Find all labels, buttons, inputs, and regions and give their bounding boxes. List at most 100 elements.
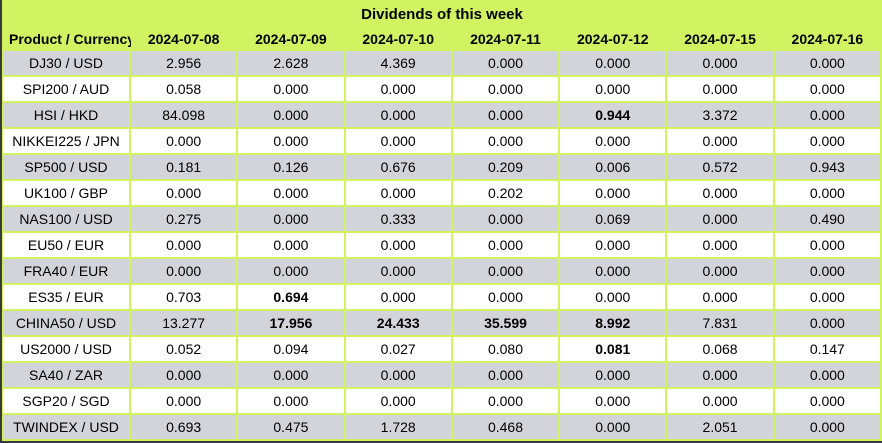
dividend-value-cell: 0.000 bbox=[774, 51, 880, 75]
dividend-value-cell: 2.956 bbox=[131, 51, 237, 75]
dividend-value-cell: 0.000 bbox=[560, 415, 666, 439]
dividend-value-cell: 0.000 bbox=[774, 181, 880, 205]
dividend-value-cell: 0.000 bbox=[774, 77, 880, 101]
dividend-value-cell: 0.000 bbox=[345, 77, 451, 101]
product-label: NAS100 / USD bbox=[3, 207, 129, 231]
dividend-value-cell: 0.000 bbox=[774, 103, 880, 127]
date-column-header: 2024-07-12 bbox=[560, 28, 666, 49]
dividend-value-cell: 0.000 bbox=[238, 207, 344, 231]
dividend-value-cell: 35.599 bbox=[452, 311, 559, 335]
dividend-value-cell: 0.676 bbox=[345, 155, 451, 179]
product-label: SP500 / USD bbox=[3, 155, 129, 179]
dividend-value-cell: 0.000 bbox=[560, 233, 666, 257]
dividend-value-cell: 0.000 bbox=[667, 207, 773, 231]
dividend-value-cell: 0.000 bbox=[560, 51, 666, 75]
dividend-value-cell: 0.000 bbox=[238, 181, 344, 205]
dividend-value-cell: 0.181 bbox=[131, 155, 237, 179]
dividend-value-cell: 0.000 bbox=[238, 363, 344, 387]
dividend-value-cell: 0.944 bbox=[560, 103, 666, 127]
dividend-value-cell: 0.000 bbox=[774, 363, 880, 387]
dividend-value-cell: 0.000 bbox=[131, 389, 237, 413]
dividend-value-cell: 8.992 bbox=[560, 311, 666, 335]
dividend-value-cell: 0.694 bbox=[238, 285, 344, 309]
dividend-value-cell: 4.369 bbox=[345, 51, 451, 75]
dividend-value-cell: 0.000 bbox=[560, 363, 666, 387]
dividend-value-cell: 0.000 bbox=[238, 233, 344, 257]
dividend-value-cell: 0.000 bbox=[560, 77, 666, 101]
dividend-value-cell: 0.000 bbox=[667, 363, 773, 387]
dividend-value-cell: 0.094 bbox=[238, 337, 344, 361]
dividend-value-cell: 0.147 bbox=[774, 337, 880, 361]
table-grid: Product / Currency 2024-07-08 2024-07-09 20… bbox=[2, 28, 882, 439]
dividend-value-cell: 0.000 bbox=[774, 389, 880, 413]
dividend-value-cell: 0.000 bbox=[452, 363, 559, 387]
dividend-value-cell: 0.000 bbox=[238, 103, 344, 127]
product-currency-column-header: Product / Currency bbox=[3, 28, 135, 49]
dividend-value-cell: 0.000 bbox=[131, 129, 237, 153]
product-label: SA40 / ZAR bbox=[3, 363, 129, 387]
dividend-value-cell: 0.000 bbox=[452, 51, 559, 75]
date-column-header: 2024-07-10 bbox=[345, 28, 451, 49]
dividend-value-cell: 0.000 bbox=[560, 285, 666, 309]
dividend-value-cell: 0.000 bbox=[667, 259, 773, 283]
product-label: EU50 / EUR bbox=[3, 233, 129, 257]
dividend-value-cell: 0.572 bbox=[667, 155, 773, 179]
dividend-value-cell: 0.000 bbox=[452, 77, 559, 101]
dividend-value-cell: 0.069 bbox=[560, 207, 666, 231]
dividend-value-cell: 0.000 bbox=[131, 259, 237, 283]
dividend-value-cell: 0.209 bbox=[452, 155, 559, 179]
dividend-value-cell: 0.000 bbox=[560, 181, 666, 205]
dividend-value-cell: 0.000 bbox=[238, 129, 344, 153]
dividend-value-cell: 0.000 bbox=[560, 389, 666, 413]
dividend-value-cell: 0.000 bbox=[667, 233, 773, 257]
dividend-value-cell: 0.000 bbox=[774, 285, 880, 309]
product-label: HSI / HKD bbox=[3, 103, 129, 127]
dividend-value-cell: 0.000 bbox=[560, 259, 666, 283]
product-label: ES35 / EUR bbox=[3, 285, 129, 309]
product-label: FRA40 / EUR bbox=[3, 259, 129, 283]
dividend-value-cell: 3.372 bbox=[667, 103, 773, 127]
dividend-value-cell: 0.000 bbox=[345, 233, 451, 257]
dividend-value-cell: 0.000 bbox=[345, 259, 451, 283]
dividend-value-cell: 0.000 bbox=[774, 233, 880, 257]
dividend-value-cell: 0.027 bbox=[345, 337, 451, 361]
dividend-value-cell: 0.000 bbox=[131, 181, 237, 205]
dividend-value-cell: 13.277 bbox=[131, 311, 237, 335]
dividend-value-cell: 0.052 bbox=[131, 337, 237, 361]
dividend-value-cell: 0.000 bbox=[452, 389, 559, 413]
dividend-value-cell: 0.000 bbox=[345, 103, 451, 127]
dividend-value-cell: 1.728 bbox=[345, 415, 451, 439]
dividend-value-cell: 17.956 bbox=[238, 311, 344, 335]
product-label: SPI200 / AUD bbox=[3, 77, 129, 101]
dividend-value-cell: 0.000 bbox=[131, 363, 237, 387]
dividend-value-cell: 0.000 bbox=[345, 285, 451, 309]
dividend-value-cell: 0.000 bbox=[452, 207, 559, 231]
product-label: US2000 / USD bbox=[3, 337, 129, 361]
dividend-value-cell: 0.000 bbox=[774, 311, 880, 335]
dividend-value-cell: 24.433 bbox=[345, 311, 451, 335]
dividend-value-cell: 0.693 bbox=[131, 415, 237, 439]
dividend-value-cell: 0.333 bbox=[345, 207, 451, 231]
dividend-value-cell: 0.000 bbox=[345, 181, 451, 205]
dividend-value-cell: 0.000 bbox=[452, 103, 559, 127]
product-label: NIKKEI225 / JPN bbox=[3, 129, 129, 153]
dividend-value-cell: 0.703 bbox=[131, 285, 237, 309]
date-column-header: 2024-07-16 bbox=[774, 28, 880, 49]
dividend-value-cell: 0.000 bbox=[345, 363, 451, 387]
dividend-value-cell: 0.000 bbox=[452, 259, 559, 283]
dividend-value-cell: 0.202 bbox=[452, 181, 559, 205]
dividend-value-cell: 0.000 bbox=[667, 389, 773, 413]
dividend-value-cell: 0.000 bbox=[667, 129, 773, 153]
dividend-value-cell: 0.000 bbox=[774, 415, 880, 439]
dividend-value-cell: 0.000 bbox=[667, 181, 773, 205]
date-column-header: 2024-07-09 bbox=[238, 28, 344, 49]
dividend-value-cell: 0.000 bbox=[238, 259, 344, 283]
dividend-value-cell: 0.080 bbox=[452, 337, 559, 361]
dividend-value-cell: 7.831 bbox=[667, 311, 773, 335]
dividend-value-cell: 0.068 bbox=[667, 337, 773, 361]
dividend-value-cell: 0.000 bbox=[667, 285, 773, 309]
dividend-value-cell: 0.468 bbox=[452, 415, 559, 439]
product-label: CHINA50 / USD bbox=[3, 311, 129, 335]
product-label: UK100 / GBP bbox=[3, 181, 129, 205]
